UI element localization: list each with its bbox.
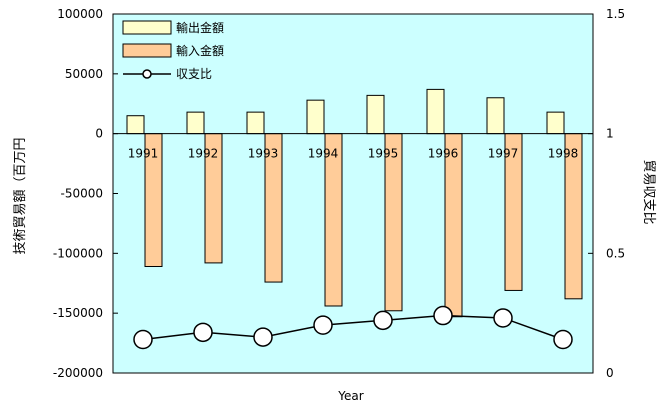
export-bar: [306, 99, 325, 135]
legend-swatch-import: [122, 43, 172, 58]
export-bar: [546, 111, 565, 135]
y-tick-label: -150000: [53, 306, 103, 320]
category-label: 1998: [548, 147, 579, 161]
y2-tick-label: 1.5: [606, 7, 625, 21]
legend-label-import: 輸入金額: [176, 43, 224, 58]
export-bar: [366, 94, 385, 135]
ratio-point: [253, 327, 273, 347]
legend-label-export: 輸出金額: [176, 20, 224, 35]
y-tick-label: -50000: [60, 187, 103, 201]
export-bar: [486, 97, 505, 135]
export-bar: [186, 111, 205, 135]
ratio-point: [313, 315, 333, 335]
y-tick-label: 0: [95, 127, 103, 141]
y-tick-label: -200000: [53, 366, 103, 380]
export-bar: [126, 115, 145, 135]
ratio-point: [553, 329, 573, 350]
y-tick-label: 100000: [57, 7, 103, 21]
y-tick-label: -100000: [53, 246, 103, 260]
ratio-point: [133, 329, 153, 350]
category-label: 1992: [188, 147, 219, 161]
y-axis-title: 技術貿易額（百万円: [13, 137, 28, 254]
legend-label-ratio: 収支比: [176, 67, 212, 81]
category-label: 1991: [128, 147, 159, 161]
y2-tick-label: 1: [606, 127, 614, 141]
legend-swatch-export: [122, 20, 172, 35]
y2-tick-label: 0.5: [606, 246, 625, 260]
y-tick-label: 50000: [65, 67, 103, 81]
export-bar: [426, 88, 445, 135]
ratio-point: [493, 308, 513, 328]
category-label: 1997: [488, 147, 519, 161]
category-label: 1994: [308, 147, 339, 161]
export-bar: [246, 111, 265, 135]
ratio-point: [433, 305, 453, 326]
category-label: 1996: [428, 147, 459, 161]
ratio-line: [142, 314, 564, 341]
y2-tick-label: 0: [606, 366, 614, 380]
import-bar: [444, 133, 463, 318]
ratio-point: [373, 310, 393, 331]
legend-swatch-ratio-marker: [142, 69, 152, 79]
x-axis-title: Year: [337, 389, 363, 403]
category-label: 1993: [248, 147, 279, 161]
y2-axis-title: 貿易収支比: [641, 159, 656, 224]
category-label: 1995: [368, 147, 399, 161]
ratio-point: [193, 322, 213, 343]
